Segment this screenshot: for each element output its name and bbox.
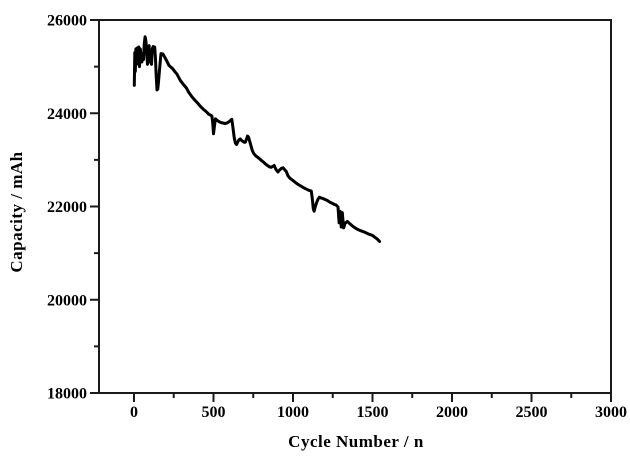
x-tick-label: 3000 xyxy=(595,404,627,421)
x-tick-label: 500 xyxy=(201,404,225,421)
x-tick-label: 2500 xyxy=(515,404,547,421)
y-tick-label: 26000 xyxy=(47,13,87,30)
y-axis-title: Capacity / mAh xyxy=(7,151,26,273)
y-tick-label: 22000 xyxy=(47,199,87,216)
x-tick-label: 0 xyxy=(130,404,138,421)
plot-frame xyxy=(98,19,612,394)
x-tick-label: 2000 xyxy=(436,404,468,421)
capacity-curve xyxy=(132,35,382,243)
y-tick-label: 18000 xyxy=(47,386,87,403)
x-tick-label: 1500 xyxy=(356,404,388,421)
x-tick-label: 1000 xyxy=(277,404,309,421)
y-tick-label: 20000 xyxy=(47,292,87,309)
y-tick-label: 24000 xyxy=(47,106,87,123)
x-axis-title: Cycle Number / n xyxy=(288,432,424,451)
